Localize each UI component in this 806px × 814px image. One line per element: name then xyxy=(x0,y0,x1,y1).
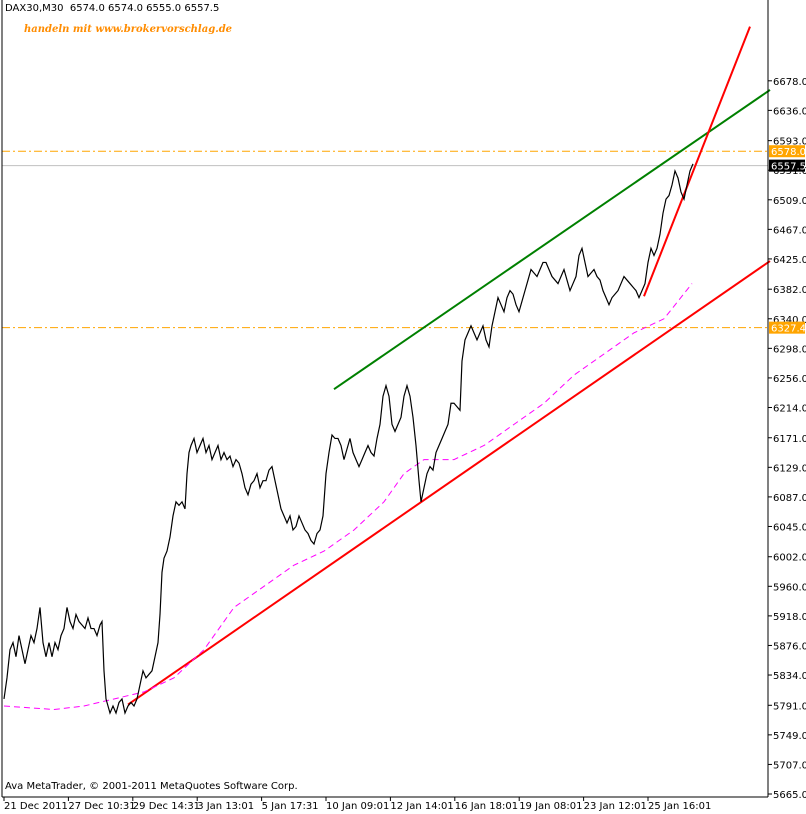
chart-header: DAX30,M30 6574.0 6574.0 6555.0 6557.5 xyxy=(5,3,219,14)
y-tick-label: 5749.0 xyxy=(773,731,806,742)
y-tick-label: 5918.0 xyxy=(773,612,806,623)
x-tick-label: 3 Jan 13:01 xyxy=(197,801,254,812)
steep-trend-line xyxy=(643,26,751,297)
level-badge-0 xyxy=(769,145,805,158)
level-badge-label: 6327.4 xyxy=(771,324,806,335)
y-tick-label: 5834.0 xyxy=(773,671,806,682)
y-tick-label: 5791.0 xyxy=(773,701,806,712)
x-tick-label: 25 Jan 16:01 xyxy=(648,801,711,812)
y-tick-label: 5876.0 xyxy=(773,641,806,652)
y-tick-label: 6425.0 xyxy=(773,255,806,266)
y-tick-label: 6340.0 xyxy=(773,315,806,326)
x-tick-label: 12 Jan 14:01 xyxy=(390,801,453,812)
price-series xyxy=(3,163,694,716)
y-tick-label: 6636.0 xyxy=(773,106,806,117)
y-tick-label: 6002.0 xyxy=(773,553,806,564)
symbol-label: DAX30,M30 xyxy=(5,3,64,14)
y-tick-label: 6467.0 xyxy=(773,225,806,236)
y-tick-label: 6129.0 xyxy=(773,463,806,474)
promo-text: handeln mit www.brokervorschlag.de xyxy=(24,24,233,35)
y-tick-label: 6045.0 xyxy=(773,522,806,533)
y-tick-label: 6214.0 xyxy=(773,403,806,414)
level-badge-label: 6578.0 xyxy=(771,147,806,158)
x-tick-label: 10 Jan 09:01 xyxy=(326,801,389,812)
y-tick-label: 6509.0 xyxy=(773,196,806,207)
current-price-label: 6557.5 xyxy=(771,162,806,173)
y-tick-label: 6382.0 xyxy=(773,285,806,296)
y-tick-label: 6551.0 xyxy=(773,166,806,177)
x-tick-label: 16 Jan 18:01 xyxy=(455,801,518,812)
lower-trend-line xyxy=(127,260,771,706)
x-tick-label: 27 Dec 10:31 xyxy=(68,801,135,812)
y-tick-label: 6298.0 xyxy=(773,344,806,355)
y-tick-label: 6256.0 xyxy=(773,374,806,385)
y-tick-label: 5665.0 xyxy=(773,790,806,801)
y-tick-label: 6171.0 xyxy=(773,434,806,445)
ohlc-readout: 6574.0 6574.0 6555.0 6557.5 xyxy=(69,3,220,14)
y-tick-label: 6593.0 xyxy=(773,137,806,148)
x-tick-label: 29 Dec 14:31 xyxy=(133,801,200,812)
y-tick-label: 5707.0 xyxy=(773,760,806,771)
copyright-text: Ava MetaTrader, © 2001-2011 MetaQuotes S… xyxy=(5,781,298,792)
y-tick-label: 6678.0 xyxy=(773,77,806,88)
x-tick-label: 21 Dec 2011 xyxy=(4,801,68,812)
moving-average-line xyxy=(3,283,693,711)
current-price-badge xyxy=(769,159,805,172)
level-badge-1 xyxy=(769,321,805,334)
x-tick-label: 19 Jan 08:01 xyxy=(519,801,582,812)
x-tick-label: 5 Jan 17:31 xyxy=(262,801,319,812)
x-tick-label: 23 Jan 12:01 xyxy=(584,801,647,812)
y-tick-label: 5960.0 xyxy=(773,582,806,593)
upper-channel-line xyxy=(333,89,771,391)
y-tick-label: 6087.0 xyxy=(773,493,806,504)
